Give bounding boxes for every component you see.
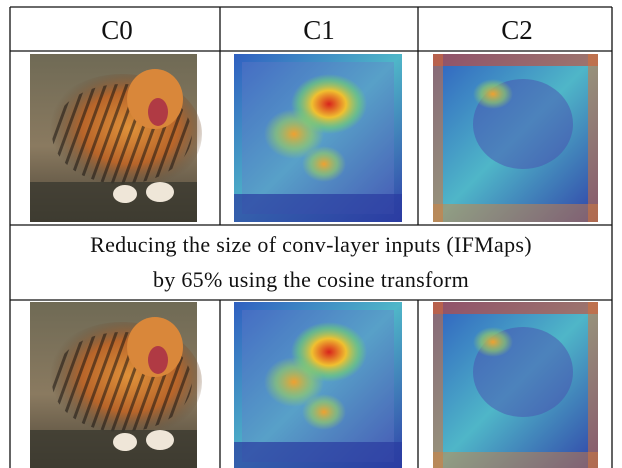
caption-line: Reducing the size of conv-layer inputs (… (90, 232, 532, 257)
column-header: C1 (303, 15, 335, 45)
figure-table: C0 C1 C2 Reducing the size of conv-layer… (0, 0, 622, 468)
image-heatmap (234, 54, 402, 222)
image-original (30, 54, 202, 222)
page: C0 C1 C2 Reducing the size of conv-layer… (0, 0, 622, 468)
image-heatmap (433, 302, 598, 468)
image-heatmap (433, 54, 598, 222)
image-original (30, 302, 202, 468)
image-heatmap (234, 302, 402, 468)
caption-line: by 65% using the cosine transform (153, 267, 469, 292)
column-header: C2 (501, 15, 533, 45)
column-header: C0 (101, 15, 133, 45)
